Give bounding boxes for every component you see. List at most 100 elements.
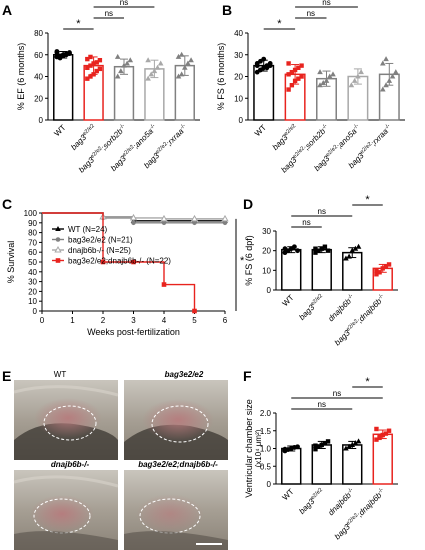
y-tick-label: 0 (267, 480, 272, 489)
data-point (322, 440, 328, 446)
significance-label: ns (333, 389, 341, 398)
data-point (85, 65, 90, 70)
y-tick-label: 10 (28, 297, 37, 306)
data-point (182, 64, 188, 70)
data-point (322, 244, 328, 249)
data-point (289, 83, 295, 88)
data-point (383, 82, 389, 88)
data-point (292, 244, 297, 250)
y-tick-label: 0 (239, 116, 244, 125)
data-point (386, 262, 392, 267)
data-point (145, 57, 151, 63)
series-marker (131, 220, 136, 226)
data-point (355, 73, 361, 79)
data-point (114, 73, 121, 79)
data-point (313, 250, 318, 255)
data-point (175, 73, 182, 79)
x-tick-label: 5 (192, 316, 197, 325)
data-point (148, 71, 155, 77)
series-marker (161, 220, 167, 226)
y-tick-label: 0.5 (260, 462, 272, 471)
data-point (91, 72, 96, 77)
bar-bag3e2-e2 (311, 248, 332, 291)
y-axis-title-unit: (x10⁴ μm²) (254, 429, 263, 467)
data-point (94, 68, 99, 74)
data-point (380, 86, 386, 92)
data-point (85, 76, 90, 81)
series-marker (100, 259, 106, 265)
significance-label: ns (318, 207, 326, 216)
series-marker (192, 308, 197, 314)
significance-label: * (240, 255, 245, 267)
y-tick-label: 40 (34, 73, 43, 82)
y-tick-label: 70 (28, 238, 37, 247)
tick-label-wt: WT (281, 293, 296, 308)
y-tick-label: 50 (28, 258, 37, 267)
x-tick-label: 4 (162, 316, 167, 325)
series-marker (190, 214, 199, 222)
data-point (258, 67, 263, 73)
significance-label: ns (105, 9, 113, 18)
data-point (175, 53, 182, 59)
panel-label-a: A (2, 2, 12, 18)
series-line-bag3e2-e2-dnajb6b-n-22 (42, 212, 196, 311)
y-tick-label: 0 (33, 307, 38, 316)
data-point (377, 433, 382, 439)
y-axis-title: % EF (6 months) (16, 43, 26, 111)
y-axis-title: % Survival (6, 241, 16, 284)
y-tick-label: 60 (28, 248, 37, 257)
data-point (124, 60, 130, 66)
data-point (57, 54, 63, 60)
micrograph-label-double: bag3e2/e2;dnajb6b-/- (138, 460, 218, 469)
data-point (380, 60, 386, 66)
data-point (127, 57, 134, 63)
data-point (157, 60, 164, 66)
data-point (325, 439, 331, 444)
data-point (349, 247, 356, 253)
data-point (323, 77, 330, 83)
tick-label-bag3e2-e2: bag3e2/e2 (297, 293, 326, 322)
legend-label-bag3e2-e2-dnajb6b-n-22: bag3e2/e2;dnajb6b-/- (N=22) (68, 257, 171, 266)
y-tick-label: 60 (34, 51, 43, 60)
tick-label-wt: WT (52, 123, 67, 138)
y-tick-label: 1.0 (260, 445, 272, 454)
data-point (383, 56, 389, 62)
y-tick-label: 100 (24, 209, 38, 218)
micrograph-grid: WT bag3e2/e2 dnajb6b-/- bag3e2/e2;dnajb6… (13, 370, 228, 550)
data-point (254, 63, 260, 69)
series-marker (55, 226, 61, 231)
data-point (264, 65, 270, 71)
series-marker (192, 220, 197, 226)
data-point (67, 51, 72, 57)
y-tick-label: 30 (28, 278, 37, 287)
y-tick-label: 2.0 (260, 409, 272, 418)
data-point (282, 246, 288, 252)
data-point (289, 69, 295, 75)
data-point (188, 57, 194, 63)
y-tick-label: 20 (34, 94, 43, 103)
data-point (389, 73, 396, 79)
data-point (292, 78, 298, 84)
legend-label-dnajb6b-n-25: dnajb6b-/- (N=25) (68, 246, 131, 255)
data-point (292, 67, 298, 73)
micrograph-wt (13, 380, 119, 460)
y-tick-label: 1.5 (260, 427, 272, 436)
data-point (185, 60, 191, 66)
panel-label-c: C (2, 196, 12, 212)
tick-label-bag3e2-e2: bag3e2/e2 (297, 487, 326, 516)
significance-label: ns (318, 400, 326, 409)
y-axis-title: % FS (6 months) (216, 43, 226, 111)
significance-label: * (365, 376, 370, 388)
data-point (261, 56, 267, 62)
data-point (97, 57, 103, 63)
tick-label-bag3e2-e2: bag3e2/e2 (69, 123, 98, 152)
tick-label-bag3e2-e2: bag3e2/e2 (271, 123, 300, 152)
x-axis-title: Weeks post-fertilization (87, 327, 180, 337)
y-tick-label: 0 (39, 116, 44, 125)
data-point (380, 432, 385, 438)
panel-label-e: E (2, 368, 11, 384)
data-point (316, 248, 321, 253)
data-point (154, 64, 161, 70)
y-tick-label: 30 (234, 51, 243, 60)
